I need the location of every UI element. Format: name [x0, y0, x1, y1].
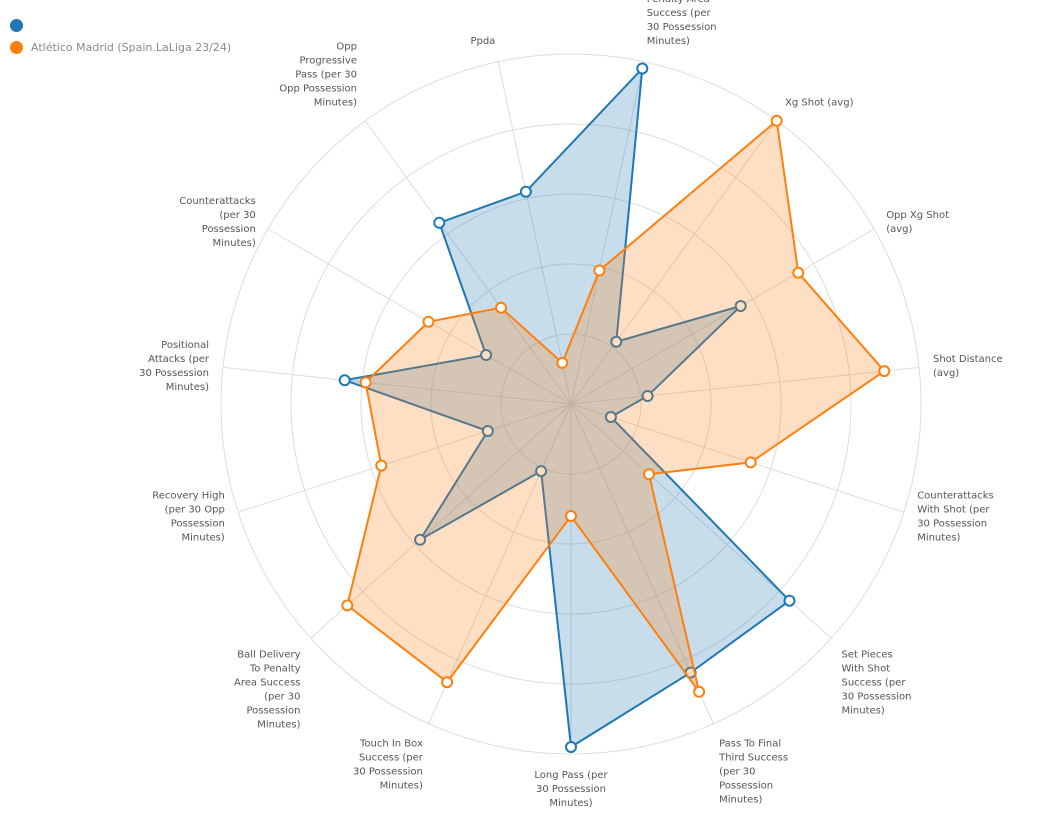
grid-spoke [237, 403, 572, 513]
series-1-area [340, 65, 792, 749]
grid-spoke [570, 366, 920, 405]
legend-swatch-series-2 [10, 40, 23, 54]
series-1-point[interactable] [610, 335, 623, 348]
legend-item-series-1[interactable] [10, 14, 231, 36]
legend-item-series-2[interactable]: Atlético Madrid (Spain.LaLiga 23/24) [10, 36, 231, 58]
series-2-point[interactable] [770, 114, 783, 127]
axis-label: Counterattacks With Shot (per 30 Possessio… [917, 491, 994, 544]
axis-label: Positional Attacks (per 30 Possession Minut… [139, 340, 210, 393]
grid-spoke [570, 61, 645, 405]
grid-spoke [222, 366, 572, 405]
grid-spoke [570, 120, 778, 405]
axis-label: Opp Progressive Pass (per 30 Opp Possession… [279, 42, 357, 109]
series-2-point[interactable] [556, 356, 569, 369]
axis-label: Shot Distance (avg) [933, 354, 1003, 379]
axis-label: Long Pass (per 30 Possession Minutes) [534, 770, 608, 809]
series-2-point[interactable] [643, 468, 655, 481]
series-2-point[interactable] [792, 266, 805, 279]
axis-label: Counterattacks (per 30 Possession Minutes) [179, 196, 256, 249]
legend-swatch-series-1 [10, 18, 23, 32]
series-2-point[interactable] [359, 376, 372, 389]
series-1-point[interactable] [734, 300, 747, 312]
axis-label: Pass To Final Third Success (per 30 Possess… [718, 739, 788, 806]
series-2-point[interactable] [878, 365, 891, 378]
series-1-point[interactable] [565, 741, 577, 753]
series-2-point[interactable] [693, 685, 706, 698]
axis-label: Xg Shot (avg) [785, 98, 854, 109]
series-1-point[interactable] [604, 411, 617, 423]
series-1-point[interactable] [480, 349, 493, 361]
grid-spoke [364, 120, 572, 405]
series-1-point[interactable] [641, 390, 654, 402]
series-1-point[interactable] [481, 425, 494, 437]
legend: Atlético Madrid (Spain.LaLiga 23/24) [10, 14, 231, 58]
grid-spoke [310, 403, 572, 639]
series-2-point[interactable] [375, 459, 388, 472]
series-1-point[interactable] [783, 594, 796, 607]
series-2-point[interactable] [422, 315, 435, 328]
legend-label-series-2: Atlético Madrid (Spain.LaLiga 23/24) [31, 40, 232, 54]
axis-label: Recovery High (per 30 Opp Possession Minute… [152, 491, 225, 544]
grid-spoke [267, 228, 572, 405]
axis-label: Ball Delivery To Penalty Area Success (per … [234, 650, 301, 731]
series-2-point[interactable] [744, 456, 757, 469]
grid-spoke [570, 228, 875, 405]
series-2-point[interactable] [593, 264, 606, 277]
series-2-point[interactable] [341, 599, 354, 612]
axis-label: Set Pieces With Shot Success (per 30 Posses… [842, 650, 912, 717]
series-1-point[interactable] [414, 533, 427, 546]
series-1-point[interactable] [535, 465, 548, 478]
series-2-area [346, 118, 886, 693]
series-2-point[interactable] [441, 676, 454, 689]
axis-label: Touch In Box Success (per 30 Possession Min… [353, 739, 424, 792]
grid-spoke [497, 61, 572, 405]
series-1-point[interactable] [338, 374, 351, 387]
series-1-point[interactable] [433, 216, 446, 229]
series-1-point[interactable] [519, 185, 532, 198]
axis-label: Ppda [470, 36, 495, 47]
series-2-point[interactable] [565, 510, 577, 522]
grid-spoke [428, 403, 572, 724]
series-2-point[interactable] [495, 301, 508, 314]
grid-spoke [570, 403, 905, 513]
axis-label: Opp Xg Shot (avg) [886, 210, 949, 235]
radar-series [338, 62, 891, 753]
series-1-point[interactable] [636, 62, 649, 75]
